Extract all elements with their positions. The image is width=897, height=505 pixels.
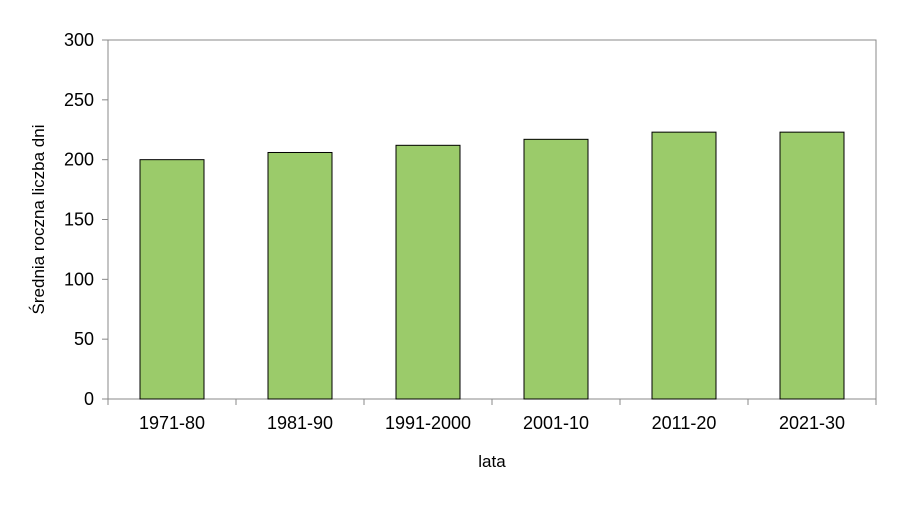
- y-tick-label: 250: [64, 90, 94, 110]
- y-tick-label: 100: [64, 269, 94, 289]
- plot-area-border: [107, 39, 877, 400]
- bar: [395, 144, 461, 400]
- x-tick-label: 2021-30: [779, 413, 845, 433]
- y-axis-label: Średnia roczna liczba dni: [29, 125, 48, 315]
- y-tick-label: 150: [64, 210, 94, 230]
- bar: [139, 159, 205, 400]
- y-tick-label: 200: [64, 150, 94, 170]
- y-tick-label: 50: [74, 329, 94, 349]
- x-tick-label: 1991-2000: [385, 413, 471, 433]
- x-tick-label: 1971-80: [139, 413, 205, 433]
- x-axis: 1971-80 1981-90 1991-2000 2001-10 2011-20 202…: [107, 399, 877, 433]
- bar: [779, 131, 845, 400]
- y-tick-label: 0: [84, 389, 94, 409]
- bar: [523, 138, 589, 400]
- y-tick-label: 300: [64, 30, 94, 50]
- bars: [139, 131, 845, 400]
- bar: [651, 131, 717, 400]
- x-tick-label: 2001-10: [523, 413, 589, 433]
- y-axis: 0 50 100 150 200 250 300: [64, 30, 108, 409]
- x-tick-label: 1981-90: [267, 413, 333, 433]
- x-axis-label: lata: [478, 452, 506, 471]
- bar: [267, 151, 333, 400]
- x-tick-label: 2011-20: [652, 413, 717, 433]
